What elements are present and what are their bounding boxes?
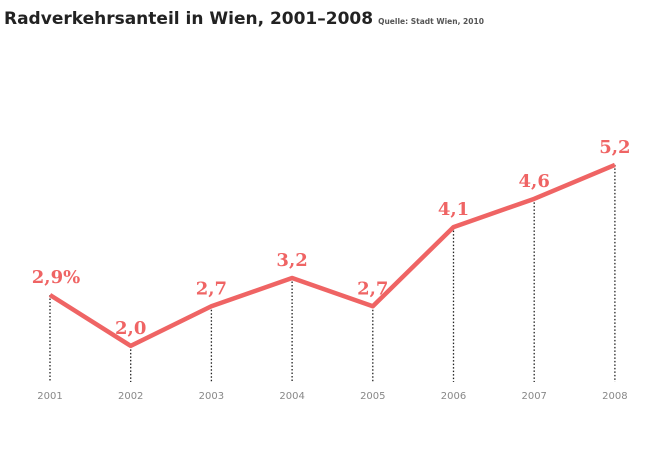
- value-label: 2,9%: [32, 267, 80, 288]
- value-label: 2,0: [115, 318, 146, 339]
- value-label: 3,2: [276, 250, 307, 271]
- value-label: 2,7: [196, 278, 227, 299]
- chart-title: Radverkehrsanteil in Wien, 2001–2008: [4, 9, 373, 29]
- value-label: 2,7: [357, 278, 388, 299]
- value-label: 4,6: [519, 171, 550, 192]
- x-tick-label: 2007: [521, 391, 546, 402]
- x-tick-label: 2006: [441, 391, 466, 402]
- x-tick-label: 2002: [118, 391, 143, 402]
- x-tick-label: 2005: [360, 391, 385, 402]
- x-tick-label: 2003: [199, 391, 224, 402]
- value-label: 4,1: [438, 199, 469, 220]
- x-tick-label: 2008: [602, 391, 627, 402]
- x-tick-label: 2001: [37, 391, 62, 402]
- value-label: 5,2: [599, 137, 630, 158]
- source: Quelle: Stadt Wien, 2010: [378, 17, 484, 26]
- line: [48, 162, 616, 349]
- x-tick-label: 2004: [279, 391, 304, 402]
